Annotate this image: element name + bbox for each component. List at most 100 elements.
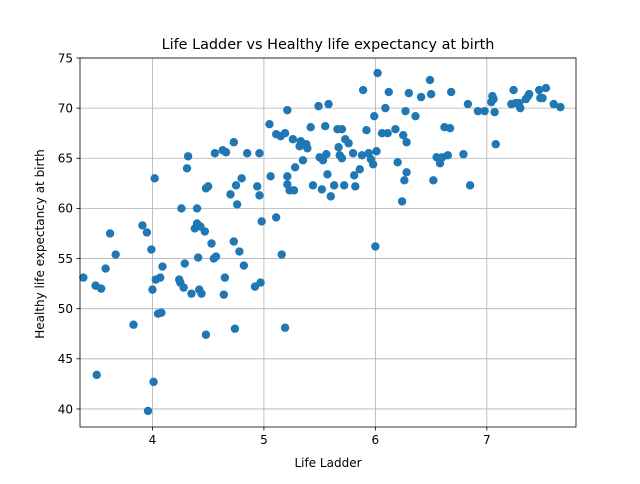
data-point <box>147 245 156 254</box>
data-point <box>337 154 347 163</box>
data-point <box>177 204 186 213</box>
data-point <box>489 94 498 104</box>
data-point <box>266 172 275 181</box>
data-point <box>101 264 110 273</box>
data-point <box>411 111 420 121</box>
data-point <box>351 182 360 191</box>
data-point <box>229 138 239 147</box>
data-point <box>402 168 411 177</box>
data-point <box>480 106 489 116</box>
data-point <box>393 158 402 167</box>
data-point <box>150 174 159 183</box>
data-point <box>397 197 407 206</box>
data-point <box>129 320 138 329</box>
data-point <box>509 85 518 95</box>
data-point <box>323 170 332 179</box>
data-point <box>549 99 558 109</box>
data-point <box>158 262 167 271</box>
data-point <box>329 181 339 190</box>
data-point <box>283 105 292 115</box>
data-point <box>426 89 436 99</box>
data-point <box>384 87 393 97</box>
data-point <box>207 239 216 248</box>
data-point <box>271 213 281 222</box>
x-tick-label: 5 <box>260 433 268 447</box>
data-point <box>344 139 353 148</box>
data-point <box>298 156 308 165</box>
data-point <box>368 160 378 169</box>
data-point <box>242 149 252 158</box>
data-point <box>473 106 483 116</box>
data-point <box>239 261 249 270</box>
y-tick-label: 55 <box>58 252 73 266</box>
data-point <box>465 181 475 190</box>
data-point <box>142 228 152 237</box>
data-point <box>322 150 331 159</box>
x-axis-label: Life Ladder <box>294 456 361 470</box>
data-point <box>237 174 246 183</box>
y-axis: 40 45 50 55 60 65 70 75 <box>58 51 80 416</box>
data-point <box>200 227 210 236</box>
data-point <box>231 181 241 190</box>
data-point <box>383 129 392 138</box>
data-point <box>443 151 453 160</box>
data-point <box>321 121 330 131</box>
x-tick-label: 7 <box>483 433 491 447</box>
data-point <box>524 89 534 99</box>
data-point <box>416 92 426 102</box>
data-point <box>229 237 239 246</box>
data-point <box>138 221 147 230</box>
data-point <box>105 229 115 238</box>
data-point <box>193 253 203 262</box>
data-point <box>401 106 410 116</box>
data-point <box>429 176 438 185</box>
data-point <box>445 123 455 133</box>
data-point <box>303 144 312 153</box>
data-point <box>306 122 315 132</box>
data-point <box>183 152 193 161</box>
x-axis: 4 5 6 7 <box>149 427 491 447</box>
data-point <box>370 111 379 121</box>
data-point <box>381 103 390 113</box>
data-point <box>235 247 244 256</box>
data-point <box>372 147 381 156</box>
data-point <box>156 273 165 282</box>
data-point <box>226 190 235 199</box>
data-point <box>79 273 88 282</box>
data-point <box>362 125 371 135</box>
data-point <box>337 124 347 134</box>
data-point <box>358 85 368 95</box>
data-point <box>317 185 327 194</box>
data-point <box>255 191 264 200</box>
data-point <box>425 75 435 85</box>
data-point <box>357 151 367 160</box>
y-tick-label: 70 <box>58 101 73 115</box>
data-point <box>192 204 202 213</box>
y-tick-label: 75 <box>58 51 73 65</box>
data-point <box>280 129 290 138</box>
data-point <box>143 406 153 416</box>
data-point <box>182 164 192 173</box>
data-point <box>283 172 292 181</box>
data-point <box>400 176 409 185</box>
data-point <box>326 192 335 201</box>
data-points <box>79 68 565 416</box>
data-point <box>197 289 206 298</box>
plot-frame <box>79 57 577 428</box>
data-point <box>290 163 300 172</box>
data-point <box>314 101 323 111</box>
y-axis-label: Healthy life expectancy at birth <box>33 149 47 339</box>
data-point <box>219 290 228 299</box>
data-point <box>179 283 188 292</box>
data-point <box>210 149 220 158</box>
data-point <box>201 330 211 339</box>
y-tick-label: 65 <box>58 152 73 166</box>
data-point <box>538 93 547 103</box>
data-point <box>157 308 166 317</box>
data-point <box>399 131 408 140</box>
data-point <box>404 88 414 98</box>
x-tick-label: 6 <box>372 433 380 447</box>
